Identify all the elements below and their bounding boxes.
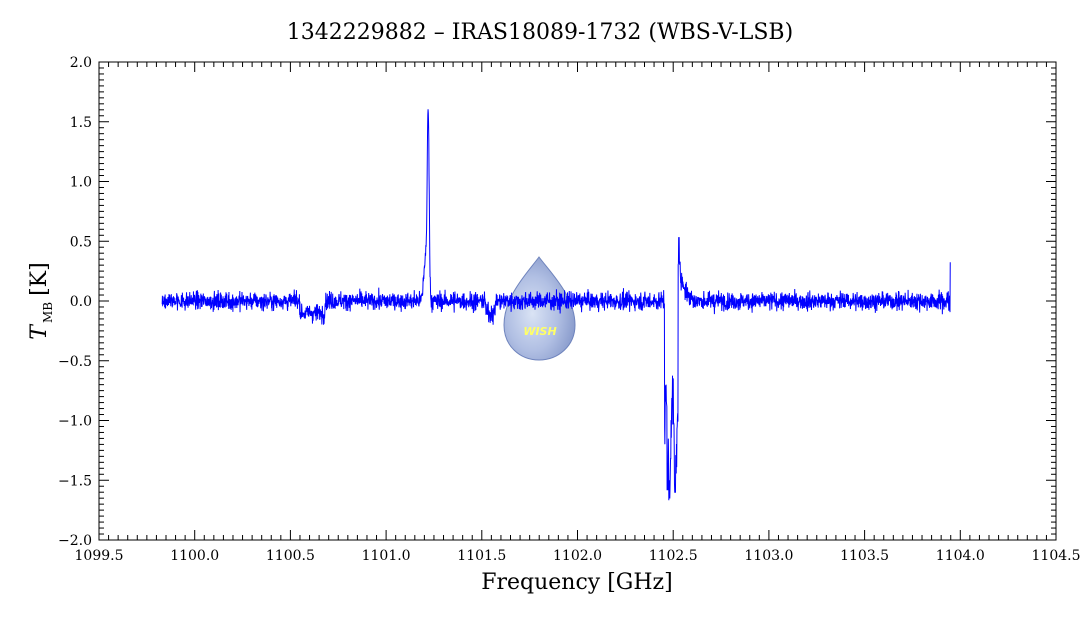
x-tick-label: 1099.5 [75, 548, 124, 564]
y-tick-label: −1.0 [58, 414, 92, 430]
y-tick-label: 1.5 [70, 115, 92, 131]
x-tick-label: 1103.5 [840, 548, 889, 564]
y-tick-label: 2.0 [70, 55, 92, 71]
x-tick-label: 1104.0 [936, 548, 985, 564]
chart-title: 1342229882 – IRAS18089-1732 (WBS-V-LSB) [287, 20, 793, 45]
y-tick-label: 0.5 [70, 234, 92, 250]
x-tick-label: 1104.5 [1032, 548, 1080, 564]
x-tick-label: 1100.5 [266, 548, 315, 564]
y-tick-label: −0.5 [58, 354, 92, 370]
x-tick-label: 1101.5 [457, 548, 506, 564]
y-axis-label: TMB [K] [27, 262, 55, 339]
spectrum-series-line [161, 109, 951, 501]
wish-logo: WISH [503, 256, 576, 361]
y-tick-label: −1.5 [58, 473, 92, 489]
svg-text:TMB[K]: TMB [K] [27, 262, 55, 339]
y-tick-label: −2.0 [58, 533, 92, 549]
y-tick-label: 0.0 [70, 294, 92, 310]
x-tick-label: 1102.5 [649, 548, 698, 564]
x-tick-label: 1103.0 [744, 548, 793, 564]
x-tick-label: 1100.0 [170, 548, 219, 564]
y-axis-subscript: MB [41, 302, 55, 323]
y-axis-symbol: T [27, 323, 52, 340]
y-axis-unit: [K] [27, 262, 52, 296]
x-tick-label: 1102.0 [553, 548, 602, 564]
y-axis-tick-labels: −2.0 −1.5 −1.0 −0.5 0.0 0.5 1.0 1.5 2.0 [58, 55, 92, 549]
x-axis-tick-labels: 1099.5 1100.0 1100.5 1101.0 1101.5 1102.0 1102… [75, 548, 1080, 564]
x-tick-label: 1101.0 [362, 548, 411, 564]
y-tick-label: 1.0 [70, 175, 92, 191]
axis-ticks [98, 61, 1057, 541]
x-axis-label: Frequency [GHz] [481, 570, 673, 595]
wish-logo-text: WISH [523, 325, 556, 338]
